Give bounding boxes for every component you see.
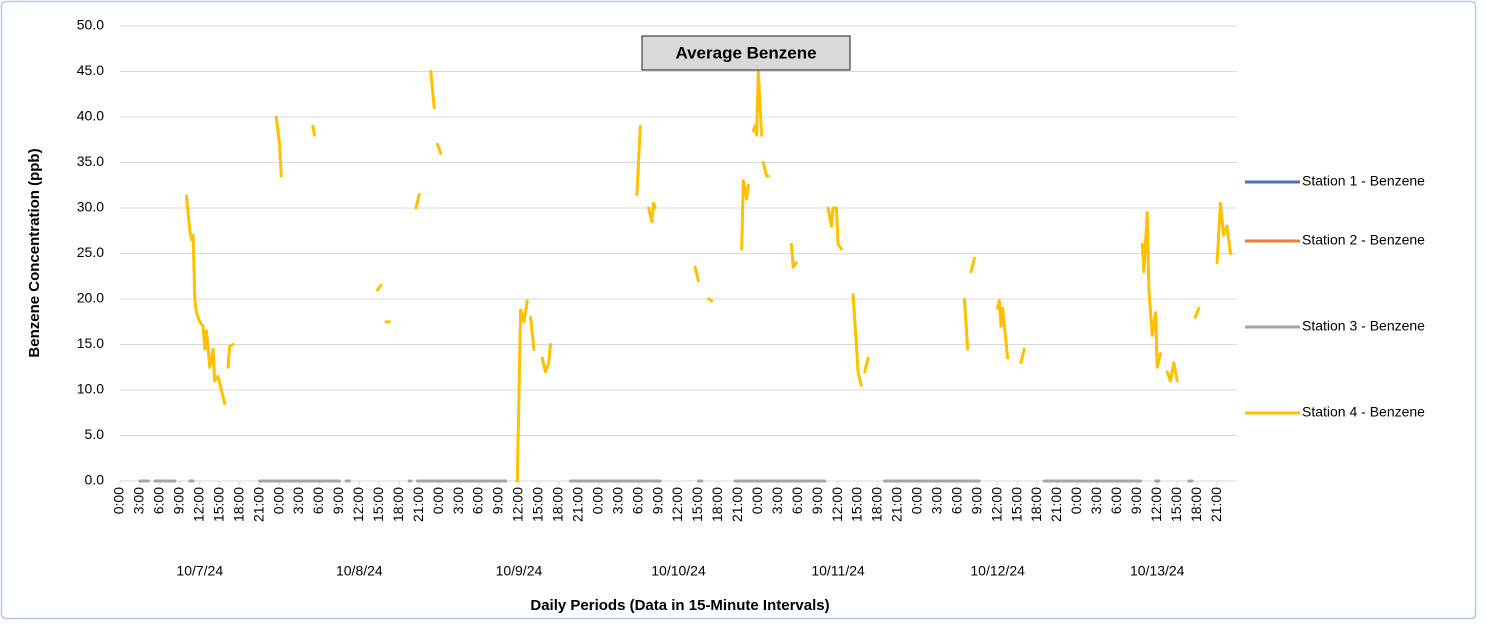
day-label: 10/12/24 xyxy=(970,563,1025,579)
x-tick-label: 9:00 xyxy=(968,487,984,514)
day-label: 10/13/24 xyxy=(1130,563,1185,579)
x-tick-label: 15:00 xyxy=(689,487,705,522)
x-tick-label: 6:00 xyxy=(948,487,964,514)
x-tick-label: 15:00 xyxy=(849,487,865,522)
x-tick-label: 12:00 xyxy=(829,487,845,522)
x-tick-label: 6:00 xyxy=(1108,487,1124,514)
chart-title: Average Benzene xyxy=(675,43,816,62)
day-label: 10/10/24 xyxy=(651,563,706,579)
x-tick-label: 0:00 xyxy=(589,487,605,514)
legend-label: Station 4 - Benzene xyxy=(1302,404,1425,420)
x-tick-label: 18:00 xyxy=(709,487,725,522)
y-tick-label: 45.0 xyxy=(77,62,104,78)
x-tick-label: 12:00 xyxy=(510,487,526,522)
x-tick-label: 21:00 xyxy=(1208,487,1224,522)
y-tick-label: 35.0 xyxy=(77,153,104,169)
y-tick-label: 20.0 xyxy=(77,290,104,306)
y-tick-label: 30.0 xyxy=(77,199,104,215)
y-tick-label: 10.0 xyxy=(77,381,104,397)
day-label: 10/11/24 xyxy=(811,563,865,579)
y-tick-label: 0.0 xyxy=(85,472,105,488)
x-tick-label: 18:00 xyxy=(390,487,406,522)
title-box xyxy=(641,35,851,71)
x-tick-label: 18:00 xyxy=(550,487,566,522)
day-label: 10/8/24 xyxy=(336,563,383,579)
x-tick-label: 15:00 xyxy=(1168,487,1184,522)
x-axis-title: Daily Periods (Data in 15-Minute Interva… xyxy=(530,597,829,614)
x-tick-label: 18:00 xyxy=(1188,487,1204,522)
x-tick-label: 3:00 xyxy=(290,487,306,514)
x-tick-label: 6:00 xyxy=(310,487,326,514)
x-tick-label: 12:00 xyxy=(1148,487,1164,522)
day-label: 10/7/24 xyxy=(176,563,223,579)
plot-area: 0.0 5.0 10.0 15.0 20.0 25.0 30.0 35.0 40.0 45.0 50… xyxy=(77,17,1425,579)
x-tick-label: 0:00 xyxy=(111,487,127,514)
x-tick-label: 12:00 xyxy=(190,487,206,522)
x-tick-label: 15:00 xyxy=(370,487,386,522)
x-tick-label: 3:00 xyxy=(609,487,625,514)
x-tick-label: 0:00 xyxy=(909,487,925,514)
x-tick-label: 3:00 xyxy=(131,487,147,514)
x-tick-label: 9:00 xyxy=(649,487,665,514)
x-tick-label: 0:00 xyxy=(749,487,765,514)
day-label: 10/9/24 xyxy=(496,563,543,579)
x-tick-label: 18:00 xyxy=(869,487,885,522)
x-tick-label: 15:00 xyxy=(530,487,546,522)
legend-label: Station 2 - Benzene xyxy=(1302,232,1425,248)
x-tick-label: 3:00 xyxy=(450,487,466,514)
x-tick-label: 0:00 xyxy=(1068,487,1084,514)
x-tick-label: 6:00 xyxy=(151,487,167,514)
x-tick-label: 12:00 xyxy=(988,487,1004,522)
x-tick-label: 6:00 xyxy=(470,487,486,514)
x-tick-label: 9:00 xyxy=(171,487,187,514)
x-tick-label: 0:00 xyxy=(270,487,286,514)
y-tick-label: 15.0 xyxy=(77,335,104,351)
x-tick-label: 15:00 xyxy=(1008,487,1024,522)
x-tick-label: 18:00 xyxy=(230,487,246,522)
x-tick-label: 15:00 xyxy=(210,487,226,522)
y-axis-title: Benzene Concentration (ppb) xyxy=(26,148,43,357)
x-tick-label: 12:00 xyxy=(350,487,366,522)
x-tick-label: 21:00 xyxy=(410,487,426,522)
x-tick-label: 21:00 xyxy=(889,487,905,522)
x-tick-label: 21:00 xyxy=(569,487,585,522)
x-tick-label: 21:00 xyxy=(729,487,745,522)
x-tick-label: 6:00 xyxy=(789,487,805,514)
x-tick-label: 3:00 xyxy=(769,487,785,514)
x-tick-label: 18:00 xyxy=(1028,487,1044,522)
data-line xyxy=(185,70,1232,483)
x-tick-label: 6:00 xyxy=(629,487,645,514)
x-tick-label: 0:00 xyxy=(430,487,446,514)
x-tick-label: 21:00 xyxy=(1048,487,1064,522)
y-tick-label: 5.0 xyxy=(85,426,105,442)
x-tick-label: 12:00 xyxy=(669,487,685,522)
x-tick-label: 9:00 xyxy=(809,487,825,514)
x-tick-label: 9:00 xyxy=(490,487,506,514)
legend-label: Station 1 - Benzene xyxy=(1302,173,1425,189)
x-tick-label: 21:00 xyxy=(250,487,266,522)
legend-label: Station 3 - Benzene xyxy=(1302,318,1425,334)
y-tick-label: 25.0 xyxy=(77,244,104,260)
y-tick-label: 50.0 xyxy=(77,17,104,33)
y-tick-label: 40.0 xyxy=(77,108,104,124)
x-tick-label: 3:00 xyxy=(1088,487,1104,514)
x-tick-label: 3:00 xyxy=(929,487,945,514)
x-tick-label: 9:00 xyxy=(1128,487,1144,514)
x-tick-label: 9:00 xyxy=(330,487,346,514)
